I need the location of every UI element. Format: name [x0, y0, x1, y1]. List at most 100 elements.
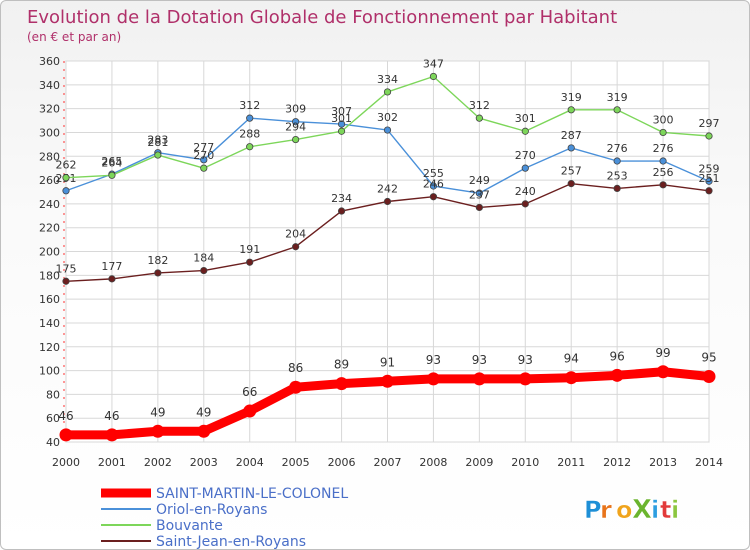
data-point [613, 157, 621, 165]
data-label: 256 [653, 166, 674, 179]
data-label: 262 [56, 159, 77, 172]
y-tick-label: 160 [39, 293, 60, 306]
data-label: 270 [515, 149, 536, 162]
data-label: 246 [423, 178, 444, 191]
data-label: 237 [469, 188, 490, 201]
data-label: 312 [469, 99, 490, 112]
data-label: 265 [101, 155, 122, 168]
data-point [292, 118, 300, 126]
data-point [62, 187, 70, 195]
x-tick-label: 2005 [282, 456, 310, 469]
x-tick-label: 2000 [52, 456, 80, 469]
y-tick-label: 340 [39, 79, 60, 92]
data-point [475, 189, 483, 197]
logo-letter: i [671, 496, 679, 524]
y-tick-label: 260 [39, 174, 60, 187]
data-label: 184 [193, 252, 214, 265]
legend-label-oriol-en-royans: Oriol-en-Royans [156, 502, 267, 518]
data-label: 294 [285, 121, 306, 134]
data-label: 182 [147, 254, 168, 267]
data-label: 240 [515, 185, 536, 198]
data-label: 302 [377, 111, 398, 124]
data-label: 301 [331, 112, 352, 125]
data-point [381, 374, 394, 388]
data-label: 66 [242, 385, 257, 399]
data-point [567, 106, 575, 114]
x-tick-label: 2014 [695, 456, 723, 469]
data-label: 204 [285, 228, 306, 241]
data-point [337, 120, 346, 128]
y-tick-label: 200 [39, 246, 60, 259]
data-label: 251 [699, 172, 720, 185]
x-tick-label: 2003 [190, 456, 218, 469]
logo-letter: X [632, 495, 652, 525]
legend: SAINT-MARTIN-LE-COLONELOriol-en-RoyansBo… [101, 486, 348, 549]
y-tick-label: 360 [39, 55, 60, 68]
data-point [197, 424, 211, 438]
data-point [429, 193, 438, 201]
data-point [246, 143, 254, 151]
legend-label-saint-jean-en-royans: Saint-Jean-en-Royans [156, 534, 306, 549]
data-label: 86 [288, 361, 303, 375]
series-saint-jean-en-royans: 175 177 182 184 191 204 234 242 246 237 240 257 253 2… [56, 165, 720, 285]
axis-layer: 40 60 80 100 120 140 160 180 200 220 240 260 280 300 3… [39, 55, 723, 469]
data-point [705, 177, 713, 185]
x-tick-label: 2011 [557, 456, 585, 469]
data-label: 259 [699, 162, 720, 175]
data-label: 46 [58, 409, 73, 423]
data-label: 276 [653, 142, 674, 155]
data-label: 334 [377, 73, 398, 86]
data-point [656, 365, 670, 379]
data-point [200, 156, 208, 164]
data-label: 249 [469, 174, 490, 187]
data-label: 253 [607, 169, 628, 182]
data-point [426, 372, 440, 386]
data-point [659, 157, 667, 165]
data-point [246, 114, 254, 122]
data-point [200, 164, 208, 172]
x-tick-label: 2006 [328, 456, 356, 469]
data-label: 96 [610, 349, 625, 363]
y-tick-label: 140 [39, 317, 60, 330]
logo-letter: o [616, 496, 633, 524]
data-point [151, 424, 165, 438]
data-label: 242 [377, 182, 398, 195]
data-label: 91 [380, 355, 395, 369]
data-point [705, 132, 713, 140]
data-label: 301 [515, 112, 536, 125]
data-point [659, 181, 667, 189]
data-label: 276 [607, 142, 628, 155]
y-tick-label: 220 [39, 222, 60, 235]
series-oriol-en-royans: 251 265 283 277 312 309 307 302 255 249 270 287 276 2… [56, 99, 720, 197]
y-tick-label: 280 [39, 150, 60, 163]
data-label: 93 [518, 353, 533, 367]
data-label: 255 [423, 167, 444, 180]
logo-letter: t [660, 496, 671, 524]
data-label: 175 [56, 262, 77, 275]
x-tick-label: 2010 [511, 456, 539, 469]
data-point [702, 370, 716, 384]
data-label: 277 [193, 141, 214, 154]
data-point [429, 182, 438, 190]
data-label: 309 [285, 103, 306, 116]
data-point [154, 269, 162, 277]
data-label: 264 [101, 156, 122, 169]
data-point [62, 277, 70, 285]
chart-title: Evolution de la Dotation Globale de Fonc… [27, 7, 617, 28]
data-point [613, 106, 621, 114]
data-label: 257 [561, 165, 582, 178]
y-tick-label: 240 [39, 198, 60, 211]
data-label: 177 [101, 260, 122, 273]
y-tick-label: 120 [39, 341, 60, 354]
data-label: 307 [331, 105, 352, 118]
data-point [521, 127, 529, 135]
data-label: 347 [423, 57, 444, 70]
logo-letter: r [600, 496, 612, 524]
data-label: 99 [655, 346, 670, 360]
data-label: 49 [196, 405, 211, 419]
data-label: 46 [104, 409, 119, 423]
data-point [292, 243, 300, 251]
data-point [383, 126, 392, 134]
logo-letter: i [651, 496, 659, 524]
series-saint-martin-le-colonel: 46 46 49 49 66 86 89 91 93 93 93 94 96 99 95 [58, 346, 717, 442]
